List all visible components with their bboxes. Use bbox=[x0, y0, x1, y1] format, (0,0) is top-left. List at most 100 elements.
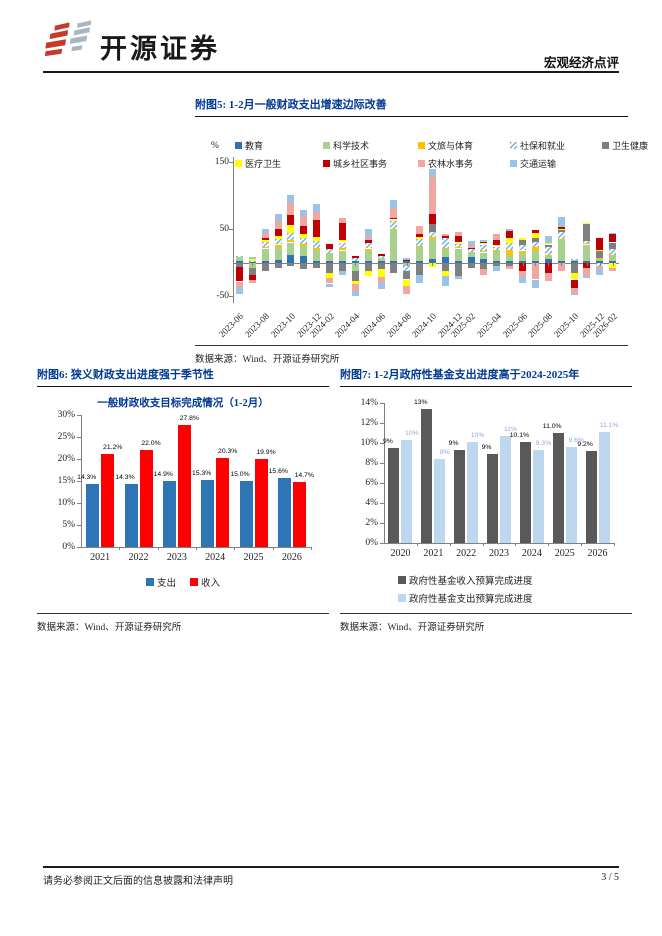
bar-value-label: 19.9% bbox=[256, 449, 276, 457]
stack-segment bbox=[416, 239, 424, 246]
stack-segment bbox=[441, 249, 449, 258]
stack-segment bbox=[493, 246, 501, 250]
stack-segment bbox=[493, 245, 501, 247]
stack-segment bbox=[596, 257, 604, 260]
stack-segment bbox=[274, 220, 282, 229]
x-tick-label: 2023 bbox=[166, 552, 187, 563]
bar-value-label: 11.1% bbox=[599, 422, 619, 429]
x-tick bbox=[252, 262, 254, 266]
y-tick bbox=[380, 443, 384, 444]
x-tick-label: 2025 bbox=[243, 552, 264, 563]
y-tick-label: -50 bbox=[216, 291, 229, 302]
stack-segment bbox=[377, 282, 385, 290]
stack-segment bbox=[338, 247, 346, 251]
stack-segment bbox=[480, 243, 488, 245]
x-tick bbox=[265, 262, 267, 266]
legend-swatch bbox=[398, 576, 406, 584]
stack-segment bbox=[300, 255, 308, 263]
legend-item: 交通运输 bbox=[510, 157, 602, 170]
stack-segment bbox=[544, 236, 552, 244]
figure-5-y-unit: % bbox=[211, 141, 219, 151]
stack-segment bbox=[609, 233, 617, 235]
x-tick bbox=[234, 547, 236, 550]
x-tick bbox=[419, 262, 421, 266]
stack-segment bbox=[261, 241, 269, 248]
stack-segment bbox=[531, 241, 539, 248]
x-tick bbox=[482, 543, 484, 546]
zero-axis-line bbox=[233, 262, 619, 264]
stack-segment bbox=[506, 237, 514, 244]
stack-segment bbox=[454, 242, 462, 244]
bar bbox=[421, 409, 433, 543]
legend-label: 卫生健康 bbox=[612, 141, 649, 151]
stack-segment bbox=[519, 262, 526, 271]
stack-segment bbox=[441, 237, 449, 248]
figure-6-legend: 支出 收入 bbox=[37, 575, 329, 589]
stack-segment bbox=[544, 244, 552, 247]
stack-segment bbox=[441, 247, 449, 250]
stack-segment bbox=[416, 225, 424, 234]
stack-segment bbox=[570, 272, 578, 280]
stack-segment bbox=[416, 260, 424, 263]
x-tick bbox=[548, 543, 550, 546]
stack-segment bbox=[377, 261, 385, 263]
x-tick bbox=[311, 547, 312, 550]
bar bbox=[401, 440, 413, 543]
y-tick bbox=[77, 503, 81, 504]
stack-segment bbox=[287, 214, 295, 225]
stack-segment bbox=[609, 249, 617, 255]
stack-segment bbox=[313, 247, 321, 250]
footer-page-number: 3 / 5 bbox=[601, 872, 619, 883]
stack-segment bbox=[596, 237, 604, 250]
stack-segment bbox=[519, 252, 526, 261]
bar bbox=[86, 484, 100, 547]
x-tick bbox=[406, 262, 408, 266]
x-tick bbox=[416, 543, 418, 546]
figure-5-chart: 教育 科学技术 文旅与体育 社保和就业 卫生健康 医疗卫生 城乡社区事务 农林水事务 交通运输 … bbox=[195, 117, 648, 345]
stack-segment bbox=[390, 208, 398, 219]
stack-segment bbox=[557, 239, 565, 241]
legend-label: 交通运输 bbox=[520, 159, 557, 169]
stack-segment bbox=[531, 279, 539, 288]
stack-segment bbox=[570, 259, 578, 262]
header-divider bbox=[43, 71, 619, 73]
stack-segment bbox=[261, 262, 269, 271]
stack-segment bbox=[557, 229, 565, 231]
bar-value-label: 10% bbox=[405, 430, 419, 437]
stack-segment bbox=[609, 268, 617, 272]
figure-7-legend: 政府性基金收入预算完成进度 政府性基金支出预算完成进度 bbox=[398, 573, 533, 605]
stack-segment bbox=[326, 262, 333, 273]
stack-segment bbox=[467, 249, 475, 252]
legend-swatch bbox=[418, 160, 425, 167]
stack-segment bbox=[326, 283, 333, 287]
bar bbox=[598, 432, 610, 543]
bar-value-label: 9% bbox=[481, 444, 492, 451]
y-tick bbox=[380, 423, 384, 424]
legend-swatch bbox=[323, 142, 330, 149]
footer-disclaimer: 请务必参阅正文后面的信息披露和法律声明 bbox=[43, 876, 233, 887]
stack-segment bbox=[493, 251, 501, 262]
bar bbox=[216, 457, 230, 547]
stack-segment bbox=[274, 246, 282, 260]
stack-segment bbox=[467, 251, 475, 258]
bar bbox=[277, 478, 291, 547]
x-tick bbox=[303, 262, 305, 266]
legend-item: 支出 bbox=[145, 575, 176, 589]
bar bbox=[162, 481, 176, 547]
stack-segment bbox=[338, 260, 346, 263]
stack-segment bbox=[403, 271, 411, 280]
stack-segment bbox=[519, 238, 526, 240]
stack-segment bbox=[390, 260, 398, 263]
figure-5: 附图5: 1-2月一般财政支出增速边际改善 教育 科学技术 文旅与体育 社保和就业 卫生… bbox=[195, 96, 648, 365]
stack-segment bbox=[338, 270, 346, 275]
stack-segment bbox=[506, 266, 514, 270]
legend-item: 科学技术 bbox=[323, 139, 418, 152]
bar bbox=[585, 451, 597, 543]
bar bbox=[239, 481, 253, 547]
legend-label: 城乡社区事务 bbox=[333, 159, 388, 169]
stack-segment bbox=[454, 247, 462, 249]
x-tick bbox=[522, 262, 524, 266]
y-tick-label: 20% bbox=[57, 454, 75, 464]
bar bbox=[487, 454, 498, 543]
stack-segment bbox=[454, 260, 462, 263]
